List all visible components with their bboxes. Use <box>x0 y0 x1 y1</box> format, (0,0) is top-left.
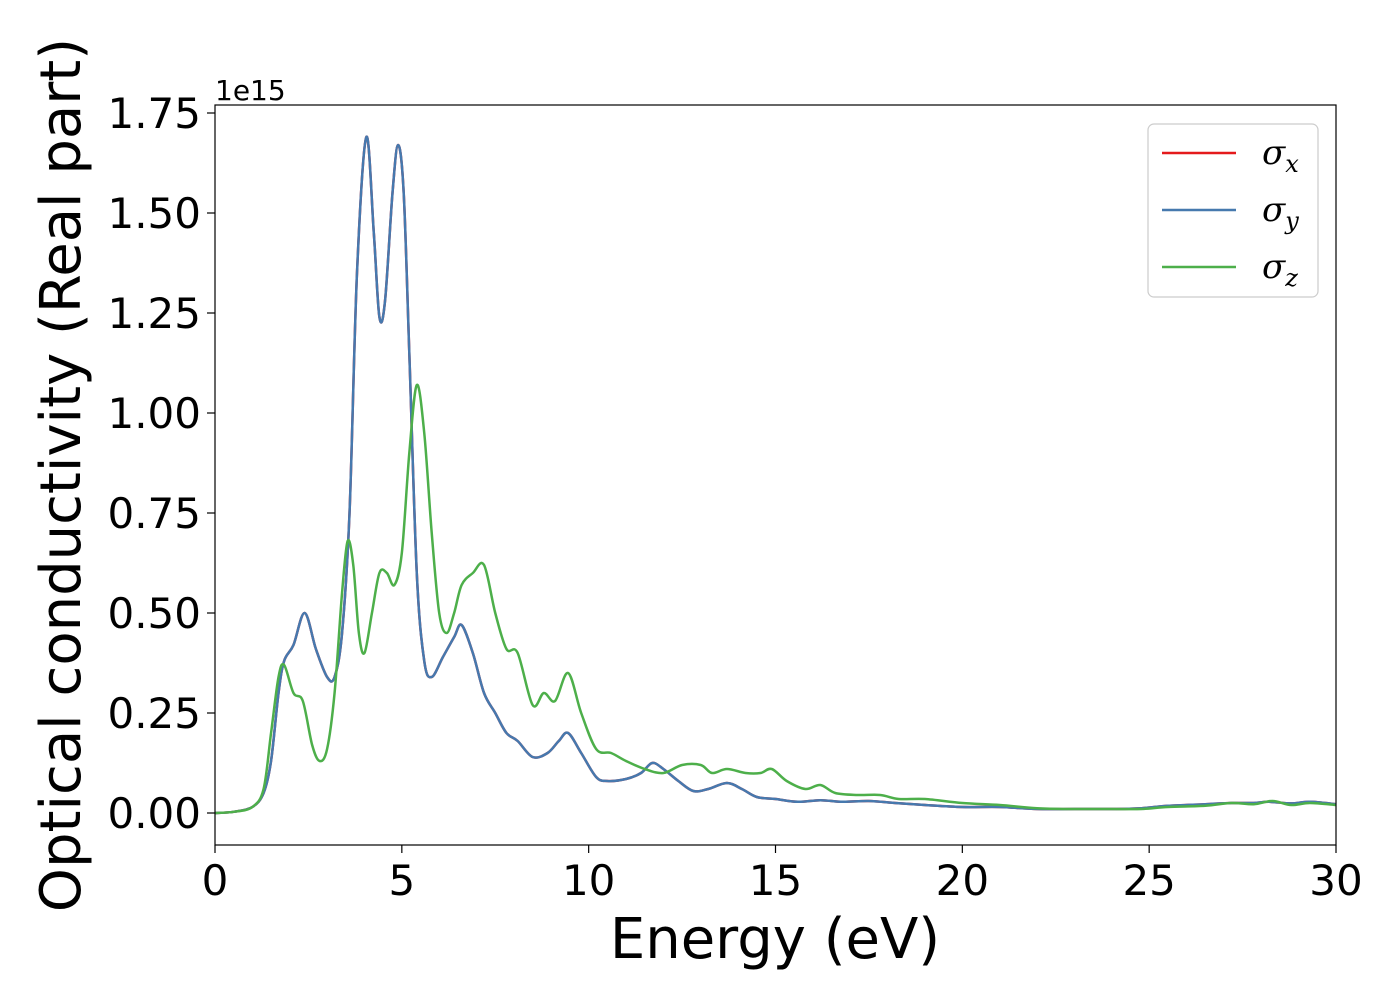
y-tick-label: 0.00 <box>107 789 201 838</box>
y-axis: 0.00 0.25 0.50 0.75 1.00 1.25 1.50 1.75 <box>107 89 215 838</box>
x-tick-label: 5 <box>388 856 415 905</box>
y-tick-label: 1.50 <box>107 189 201 238</box>
y-tick-label: 0.25 <box>107 689 201 738</box>
x-tick-label: 25 <box>1122 856 1175 905</box>
x-tick-label: 15 <box>749 856 802 905</box>
legend-label-sigma-y: σy <box>1262 190 1299 235</box>
y-tick-label: 1.00 <box>107 389 201 438</box>
series-line-sigma-y <box>215 135 1336 815</box>
series-line-sigma-z <box>215 383 1336 815</box>
x-tick-label: 0 <box>202 856 229 905</box>
x-tick-label: 30 <box>1309 856 1362 905</box>
x-tick-label: 10 <box>562 856 615 905</box>
y-tick-label: 0.75 <box>107 489 201 538</box>
x-axis: 0 5 10 15 20 25 30 <box>202 845 1363 905</box>
y-axis-title: Optical conductivity (Real part) <box>29 38 94 912</box>
x-axis-title: Energy (eV) <box>610 907 940 972</box>
y-tick-label: 0.50 <box>107 589 201 638</box>
legend: σx σy σz <box>1147 123 1319 298</box>
y-tick-label: 1.25 <box>107 289 201 338</box>
y-offset-label: 1e15 <box>215 74 286 107</box>
legend-label-sigma-x: σx <box>1262 133 1299 178</box>
y-tick-label: 1.75 <box>107 89 201 138</box>
legend-label-sigma-z: σz <box>1262 247 1298 292</box>
series-layer <box>215 135 1336 815</box>
x-tick-label: 20 <box>936 856 989 905</box>
